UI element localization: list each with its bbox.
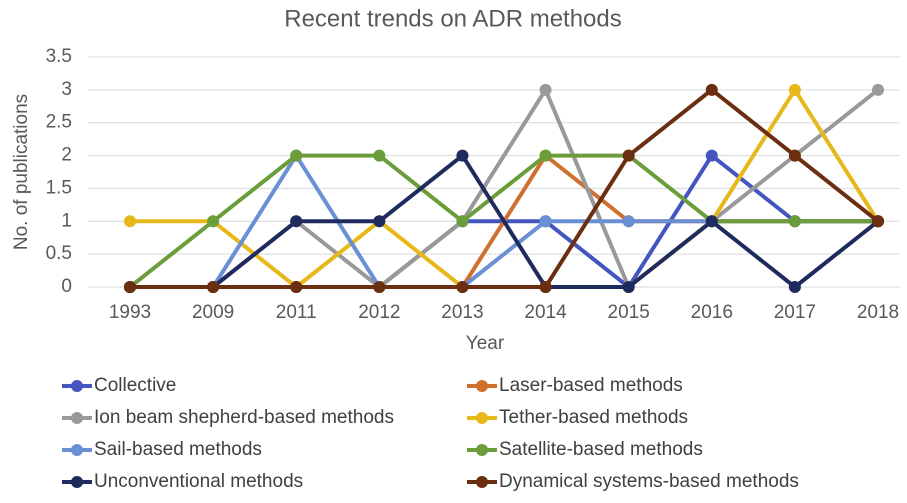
y-tick-label: 0.5 xyxy=(46,243,72,264)
legend-marker xyxy=(476,476,488,488)
x-tick-label: 1993 xyxy=(109,302,151,323)
data-point xyxy=(456,281,469,293)
data-point xyxy=(539,83,552,96)
data-point xyxy=(456,149,469,162)
x-tick-label: 2017 xyxy=(774,302,816,323)
data-point xyxy=(788,215,801,228)
x-tick-label: 2011 xyxy=(276,302,317,323)
data-point xyxy=(539,215,552,228)
y-axis-label: No. of publications xyxy=(11,94,32,250)
legend-label: Satellite-based methods xyxy=(499,439,703,460)
data-point xyxy=(290,149,303,162)
legend-marker xyxy=(71,412,83,424)
data-point xyxy=(705,215,718,228)
data-point xyxy=(124,215,136,228)
data-point xyxy=(622,281,635,293)
y-tick-label: 1 xyxy=(61,210,72,231)
legend-marker xyxy=(71,476,83,488)
legend-item: Unconventional methods xyxy=(62,471,303,492)
data-point xyxy=(788,83,801,96)
x-tick-label: 2018 xyxy=(857,302,899,323)
x-tick-label: 2015 xyxy=(608,302,650,323)
data-point xyxy=(622,215,635,228)
data-point xyxy=(373,149,386,162)
x-tick-label: 2016 xyxy=(691,302,733,323)
data-point xyxy=(290,281,303,293)
data-point xyxy=(788,149,801,162)
legend-item: Laser-based methods xyxy=(467,375,683,396)
legend-item: Tether-based methods xyxy=(467,407,688,428)
legend-item: Ion beam shepherd-based methods xyxy=(62,407,394,428)
data-point xyxy=(207,215,220,228)
x-tick-label: 2012 xyxy=(358,302,400,323)
legend-marker xyxy=(476,380,488,392)
legend-label: Tether-based methods xyxy=(499,407,688,428)
legend-item: Dynamical systems-based methods xyxy=(467,471,799,492)
legend-marker xyxy=(476,444,488,456)
legend-label: Dynamical systems-based methods xyxy=(499,471,799,492)
series-line xyxy=(130,153,880,289)
legend-label: Laser-based methods xyxy=(499,375,683,396)
data-point xyxy=(373,281,386,293)
legend-item: Satellite-based methods xyxy=(467,439,703,460)
x-tick-label: 2013 xyxy=(441,302,483,323)
data-point xyxy=(207,281,220,293)
y-tick-label: 0 xyxy=(61,276,72,297)
data-point xyxy=(872,215,884,228)
data-point xyxy=(290,215,303,228)
legend-item: Collective xyxy=(62,375,176,396)
chart-title: Recent trends on ADR methods xyxy=(284,5,622,32)
data-point xyxy=(373,215,386,228)
data-point xyxy=(705,83,718,96)
data-point xyxy=(456,215,469,228)
legend-marker xyxy=(476,412,488,424)
legend-label: Ion beam shepherd-based methods xyxy=(94,407,394,428)
series-line xyxy=(130,87,880,289)
data-point xyxy=(622,149,635,162)
y-tick-label: 3.5 xyxy=(46,46,72,67)
y-tick-label: 2.5 xyxy=(46,112,72,133)
data-point xyxy=(539,281,552,293)
y-tick-label: 2 xyxy=(61,145,72,166)
legend-label: Collective xyxy=(94,375,176,396)
x-tick-label: 2014 xyxy=(524,302,567,323)
data-point xyxy=(872,83,884,96)
legend-marker xyxy=(71,380,83,392)
series-line xyxy=(128,153,878,289)
data-point xyxy=(788,281,801,293)
y-tick-label: 1.5 xyxy=(46,177,72,198)
x-tick-label: 2009 xyxy=(192,302,234,323)
legend-marker xyxy=(71,444,83,456)
data-point xyxy=(124,281,136,293)
data-point xyxy=(539,149,552,162)
x-axis-label: Year xyxy=(466,333,505,354)
legend-label: Sail-based methods xyxy=(94,439,262,460)
y-tick-label: 3 xyxy=(61,79,72,100)
legend-item: Sail-based methods xyxy=(62,439,262,460)
legend-label: Unconventional methods xyxy=(94,471,303,492)
data-point xyxy=(705,149,718,162)
